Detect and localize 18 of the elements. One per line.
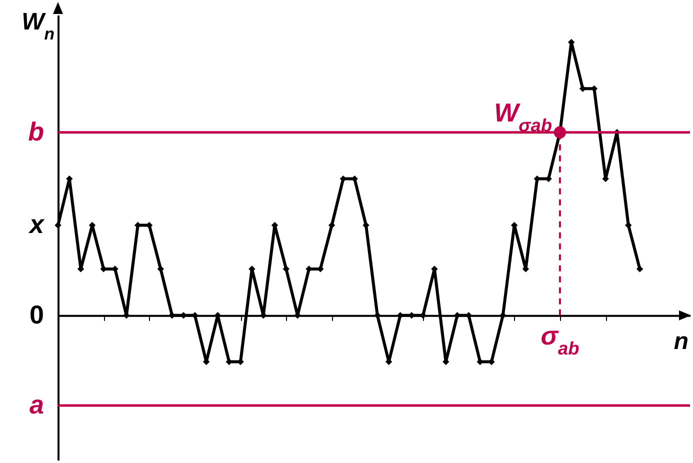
point bbox=[374, 312, 381, 319]
ref-line-label: b bbox=[28, 116, 44, 146]
x-axis-title: n bbox=[674, 328, 688, 355]
point bbox=[500, 312, 506, 319]
annotation: W$_{σab}$ bbox=[494, 97, 552, 136]
point bbox=[534, 175, 540, 182]
point bbox=[226, 358, 232, 366]
point bbox=[282, 266, 290, 272]
point bbox=[636, 266, 644, 272]
point bbox=[157, 266, 164, 272]
text: 0 bbox=[30, 299, 44, 330]
point bbox=[54, 222, 62, 229]
text: x bbox=[28, 209, 46, 240]
y-axis-title: W$_{n}$ bbox=[22, 8, 54, 43]
point bbox=[476, 358, 484, 366]
point bbox=[328, 222, 336, 229]
ref-line-label: a bbox=[30, 390, 44, 420]
annotation: σ$_{ab}$ bbox=[540, 320, 580, 358]
